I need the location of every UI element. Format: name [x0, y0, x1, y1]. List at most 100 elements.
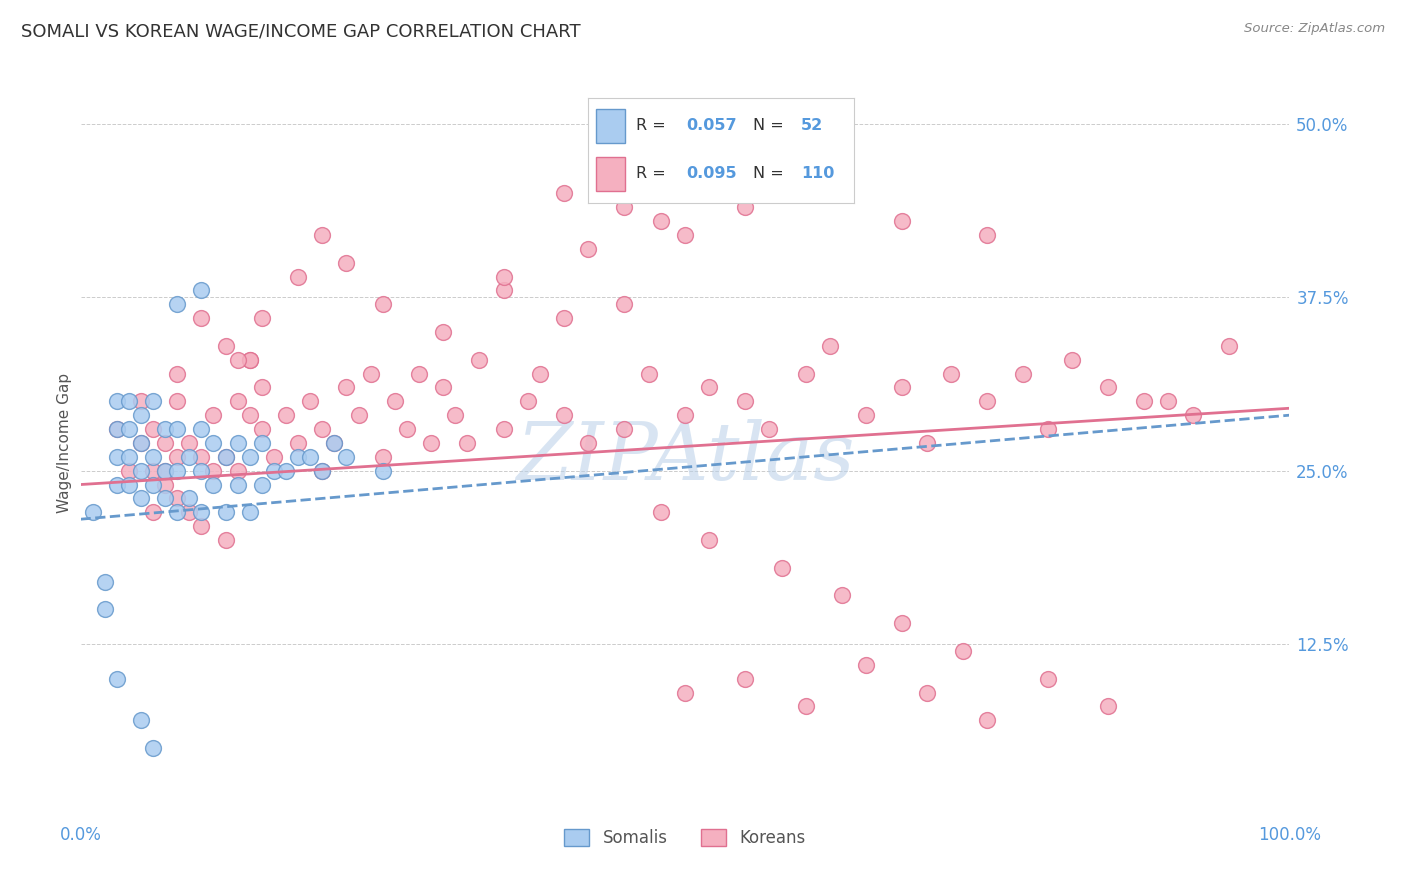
Point: [190, 519, 212, 533]
Point: [734, 200, 756, 214]
Point: [129, 491, 152, 506]
Point: [226, 394, 249, 409]
Point: [129, 436, 152, 450]
Point: [637, 367, 659, 381]
Point: [274, 408, 297, 422]
Point: [952, 644, 974, 658]
Point: [576, 242, 599, 256]
Point: [311, 464, 333, 478]
Point: [153, 491, 176, 506]
Point: [650, 505, 672, 519]
Point: [190, 422, 212, 436]
Text: Source: ZipAtlas.com: Source: ZipAtlas.com: [1244, 22, 1385, 36]
Point: [855, 657, 877, 672]
Point: [770, 560, 793, 574]
Point: [263, 450, 285, 464]
Point: [214, 533, 236, 547]
Point: [1036, 672, 1059, 686]
Point: [734, 394, 756, 409]
Point: [299, 450, 322, 464]
Point: [976, 714, 998, 728]
Point: [239, 450, 262, 464]
Point: [239, 352, 262, 367]
Point: [166, 422, 188, 436]
Point: [105, 672, 128, 686]
Y-axis label: Wage/Income Gap: Wage/Income Gap: [58, 373, 72, 513]
Point: [202, 477, 225, 491]
Point: [492, 269, 515, 284]
Point: [202, 464, 225, 478]
Point: [274, 464, 297, 478]
Point: [118, 422, 141, 436]
Point: [673, 685, 696, 699]
Point: [613, 200, 636, 214]
Point: [202, 408, 225, 422]
Point: [105, 422, 128, 436]
Point: [142, 422, 165, 436]
Point: [82, 505, 104, 519]
Point: [576, 436, 599, 450]
Point: [153, 436, 176, 450]
Text: ZIPAtlas: ZIPAtlas: [516, 419, 853, 497]
Point: [976, 227, 998, 242]
Point: [976, 394, 998, 409]
Point: [915, 685, 938, 699]
Point: [553, 186, 575, 201]
Point: [118, 450, 141, 464]
Point: [214, 450, 236, 464]
Point: [118, 464, 141, 478]
Point: [697, 533, 720, 547]
Point: [93, 602, 115, 616]
Point: [166, 491, 188, 506]
Legend: Somalis, Koreans: Somalis, Koreans: [558, 822, 813, 854]
Point: [214, 505, 236, 519]
Point: [335, 450, 357, 464]
Point: [492, 284, 515, 298]
Point: [794, 699, 817, 714]
Point: [153, 422, 176, 436]
Point: [891, 380, 914, 394]
Point: [444, 408, 467, 422]
Point: [239, 352, 262, 367]
Point: [153, 477, 176, 491]
Point: [1157, 394, 1180, 409]
Point: [153, 464, 176, 478]
Point: [1097, 699, 1119, 714]
Point: [1181, 408, 1204, 422]
Point: [214, 339, 236, 353]
Point: [553, 408, 575, 422]
Point: [1012, 367, 1035, 381]
Point: [250, 422, 273, 436]
Point: [250, 436, 273, 450]
Point: [190, 450, 212, 464]
Point: [214, 450, 236, 464]
Point: [384, 394, 406, 409]
Point: [650, 214, 672, 228]
Point: [190, 505, 212, 519]
Point: [939, 367, 962, 381]
Point: [915, 436, 938, 450]
Point: [142, 505, 165, 519]
Point: [105, 422, 128, 436]
Point: [287, 269, 309, 284]
Point: [142, 394, 165, 409]
Point: [226, 464, 249, 478]
Point: [855, 408, 877, 422]
Point: [395, 422, 418, 436]
Point: [202, 436, 225, 450]
Point: [105, 450, 128, 464]
Point: [190, 284, 212, 298]
Point: [697, 380, 720, 394]
Point: [129, 394, 152, 409]
Point: [492, 422, 515, 436]
Point: [1097, 380, 1119, 394]
Point: [129, 408, 152, 422]
Point: [250, 477, 273, 491]
Point: [408, 367, 430, 381]
Point: [1036, 422, 1059, 436]
Point: [613, 297, 636, 311]
Point: [105, 477, 128, 491]
Point: [118, 477, 141, 491]
Point: [468, 352, 491, 367]
Point: [371, 297, 394, 311]
